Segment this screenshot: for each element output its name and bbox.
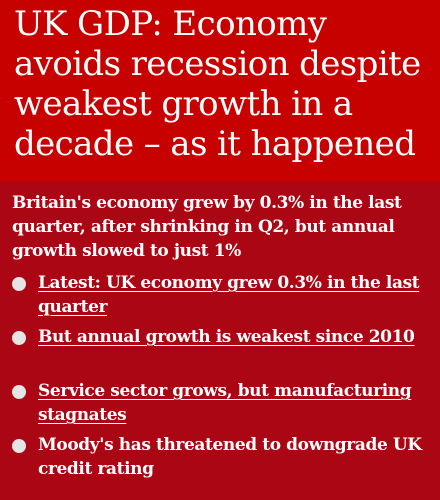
bullet-dot-icon bbox=[12, 277, 26, 291]
key-point-text-moodys: Moody's has threatened to downgrade UK c… bbox=[38, 435, 422, 479]
key-point-item: Moody's has threatened to downgrade UK c… bbox=[12, 433, 436, 487]
key-point-item: Latest: UK economy grew 0.3% in the last… bbox=[12, 271, 436, 325]
bullet-dot-icon bbox=[12, 385, 26, 399]
bullet-dot-icon bbox=[12, 331, 26, 345]
article-standfirst: Britain's economy grew by 0.3% in the la… bbox=[12, 193, 402, 261]
key-point-item: But annual growth is weakest since 2010 bbox=[12, 325, 436, 379]
bullet-dot-icon bbox=[12, 439, 26, 453]
article-headline: UK GDP: Economy avoids recession despite… bbox=[14, 4, 421, 164]
standfirst-block: Britain's economy grew by 0.3% in the la… bbox=[0, 182, 440, 500]
key-points-list: Latest: UK economy grew 0.3% in the last… bbox=[12, 271, 436, 487]
key-point-link-latest-gdp[interactable]: Latest: UK economy grew 0.3% in the last… bbox=[38, 273, 420, 317]
key-point-link-service-sector[interactable]: Service sector grows, but manufacturing … bbox=[38, 381, 412, 425]
key-point-item: Service sector grows, but manufacturing … bbox=[12, 379, 436, 433]
key-point-link-annual-growth[interactable]: But annual growth is weakest since 2010 bbox=[38, 327, 415, 347]
headline-block: UK GDP: Economy avoids recession despite… bbox=[0, 0, 440, 182]
